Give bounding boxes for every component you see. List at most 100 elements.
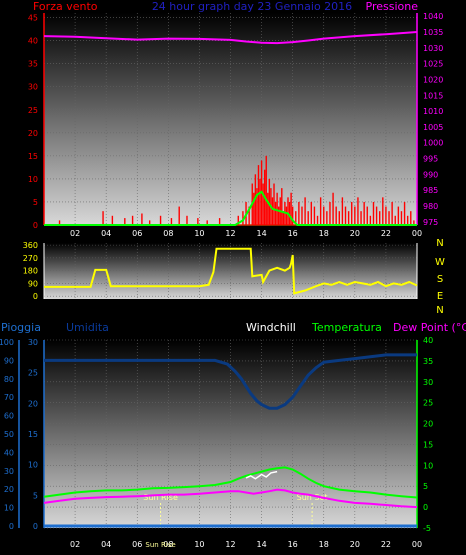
- wind-tick-label: 25: [28, 106, 38, 115]
- x-tick-label: 12: [225, 229, 235, 238]
- windchill-title: Windchill: [246, 321, 296, 334]
- rain-tick-label: 30: [28, 338, 38, 347]
- x-tick-label: 18: [319, 540, 329, 549]
- pressure-tick-label: 985: [423, 186, 438, 195]
- sun-rise-label: Sun Rise: [143, 493, 178, 502]
- temperature-tick-label: 30: [423, 378, 433, 387]
- rain-tick-label: 10: [28, 461, 38, 470]
- wind-tick-label: 35: [28, 60, 38, 69]
- rain-title: Pioggia: [1, 321, 41, 334]
- wind-tick-label: 15: [28, 152, 38, 161]
- temperature-line: [43, 466, 418, 499]
- x-tick-label: 04: [101, 540, 111, 549]
- temperature-title: Temperatura: [311, 321, 382, 334]
- temperature-tick-label: 0: [423, 503, 428, 512]
- x-tick-label: 04: [101, 229, 111, 238]
- x-tick-label: 02: [70, 229, 80, 238]
- x-tick-label: 14: [256, 229, 266, 238]
- humidity-tick-label: 50: [4, 430, 14, 439]
- humidity-line: [44, 353, 417, 410]
- x-tick-label: 08: [163, 540, 173, 549]
- x-tick-label: 22: [381, 229, 391, 238]
- x-tick-label: 00: [412, 540, 422, 549]
- x-tick-label: 16: [288, 229, 298, 238]
- compass-label: N: [436, 305, 443, 316]
- rain-tick-label: 15: [28, 430, 38, 439]
- pressure-tick-label: 1000: [423, 139, 443, 148]
- x-tick-label: 16: [288, 540, 298, 549]
- series-marks: [43, 31, 418, 528]
- pressure-tick-label: 980: [423, 202, 438, 211]
- humidity-tick-label: 20: [4, 485, 14, 494]
- pressure-tick-label: 975: [423, 218, 438, 227]
- pressure-tick-label: 1025: [423, 60, 443, 69]
- wind-tick-label: 45: [28, 14, 38, 23]
- rain-tick-label: 25: [28, 369, 38, 378]
- wind-tick-label: 20: [28, 129, 38, 138]
- humidity-tick-label: 60: [4, 412, 14, 421]
- humidity-tick-label: 70: [4, 393, 14, 402]
- pressure-tick-label: 1005: [423, 123, 443, 132]
- temperature-tick-label: -5: [423, 524, 431, 533]
- wind-tick-label: 40: [28, 37, 38, 46]
- pressure-tick-label: 1040: [423, 12, 443, 21]
- temperature-tick-label: 15: [423, 440, 433, 449]
- sun-rise-bottom-label: Sun Rise: [145, 541, 175, 549]
- humidity-tick-label: 100: [0, 338, 14, 347]
- temperature-tick-label: 25: [423, 399, 433, 408]
- direction-line: [44, 247, 418, 295]
- wind-tick-label: 5: [33, 198, 38, 207]
- wind-speed-title: Forza vento: [33, 0, 98, 13]
- wind-tick-label: 30: [28, 83, 38, 92]
- x-tick-label: 12: [225, 540, 235, 549]
- direction-tick-label: 180: [23, 267, 38, 276]
- pressure-tick-label: 1015: [423, 91, 443, 100]
- direction-tick-label: 270: [23, 254, 38, 263]
- temperature-tick-label: 35: [423, 357, 433, 366]
- temperature-tick-label: 10: [423, 461, 433, 470]
- x-tick-label: 08: [163, 229, 173, 238]
- x-tick-label: 10: [194, 229, 204, 238]
- pressure-title: Pressione: [366, 0, 419, 13]
- gust-line: [44, 190, 417, 226]
- pressure-line: [43, 31, 418, 45]
- rain-tick-label: 5: [33, 491, 38, 500]
- x-tick-label: 22: [381, 540, 391, 549]
- direction-tick-label: 360: [23, 241, 38, 250]
- compass-label: E: [437, 291, 443, 302]
- compass-label: W: [435, 257, 445, 268]
- pressure-tick-label: 995: [423, 155, 438, 164]
- direction-tick-label: 0: [33, 292, 38, 301]
- x-tick-label: 06: [132, 540, 142, 549]
- pressure-tick-label: 1020: [423, 75, 443, 84]
- temperature-tick-label: 40: [423, 336, 433, 345]
- temperature-tick-label: 20: [423, 420, 433, 429]
- x-tick-label: 10: [194, 540, 204, 549]
- humidity-tick-label: 0: [9, 522, 14, 531]
- wind-tick-label: 0: [33, 221, 38, 230]
- x-tick-label: 20: [350, 540, 360, 549]
- pressure-tick-label: 1030: [423, 44, 443, 53]
- rain-tick-label: 20: [28, 399, 38, 408]
- pressure-tick-label: 1035: [423, 28, 443, 37]
- x-tick-label: 18: [319, 229, 329, 238]
- x-tick-label: 00: [412, 229, 422, 238]
- direction-tick-label: 90: [28, 279, 38, 288]
- x-tick-label: 06: [132, 229, 142, 238]
- chart-date-title: 24 hour graph day 23 Gennaio 2016: [152, 0, 352, 13]
- pressure-tick-label: 1010: [423, 107, 443, 116]
- humidity-tick-label: 80: [4, 375, 14, 384]
- wind-tick-label: 10: [28, 175, 38, 184]
- humidity-tick-label: 40: [4, 448, 14, 457]
- dewpoint-title: Dew Point (°C): [393, 321, 466, 334]
- pressure-tick-label: 990: [423, 170, 438, 179]
- windchill-line: [245, 470, 278, 480]
- axes-labels: 0510152025303540459759809859909951000100…: [0, 12, 445, 549]
- humidity-tick-label: 10: [4, 504, 14, 513]
- x-tick-label: 20: [350, 229, 360, 238]
- compass-label: S: [437, 274, 443, 285]
- humidity-title: Umidita: [66, 321, 109, 334]
- humidity-tick-label: 30: [4, 467, 14, 476]
- temperature-tick-label: 5: [423, 482, 428, 491]
